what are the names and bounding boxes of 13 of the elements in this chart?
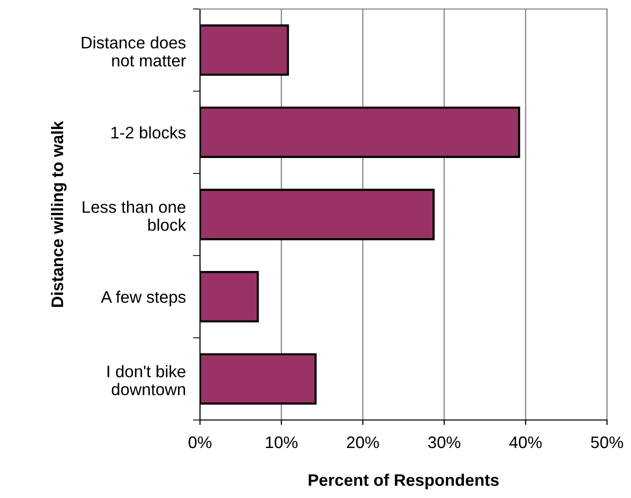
x-tick-label: 30% bbox=[428, 436, 460, 448]
x-tick-label: 50% bbox=[590, 436, 624, 448]
y-tick-label: I don't bike downtown bbox=[108, 365, 186, 396]
x-tick-label: 20% bbox=[346, 436, 379, 448]
y-tick-label: A few steps bbox=[100, 290, 186, 306]
y-tick-label: Distance does not matter bbox=[82, 36, 186, 66]
x-tick-label: 40% bbox=[509, 436, 542, 448]
x-tick-label: 10% bbox=[266, 436, 298, 448]
x-axis-title: Percent of Respondents bbox=[308, 474, 499, 490]
y-tick-label: Less than one block bbox=[82, 200, 186, 231]
y-axis-title: Distance willing to walk bbox=[51, 120, 67, 307]
y-tick-label: 1-2 blocks bbox=[111, 126, 186, 139]
x-tick-label: 0% bbox=[188, 436, 212, 448]
